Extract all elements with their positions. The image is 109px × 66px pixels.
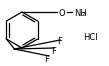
Text: F: F: [58, 36, 62, 45]
Text: HCl: HCl: [83, 34, 97, 43]
Text: NH: NH: [74, 9, 87, 17]
Text: F: F: [45, 56, 49, 64]
Text: O: O: [59, 9, 65, 17]
Text: 2: 2: [82, 12, 85, 17]
Text: F: F: [52, 47, 56, 56]
